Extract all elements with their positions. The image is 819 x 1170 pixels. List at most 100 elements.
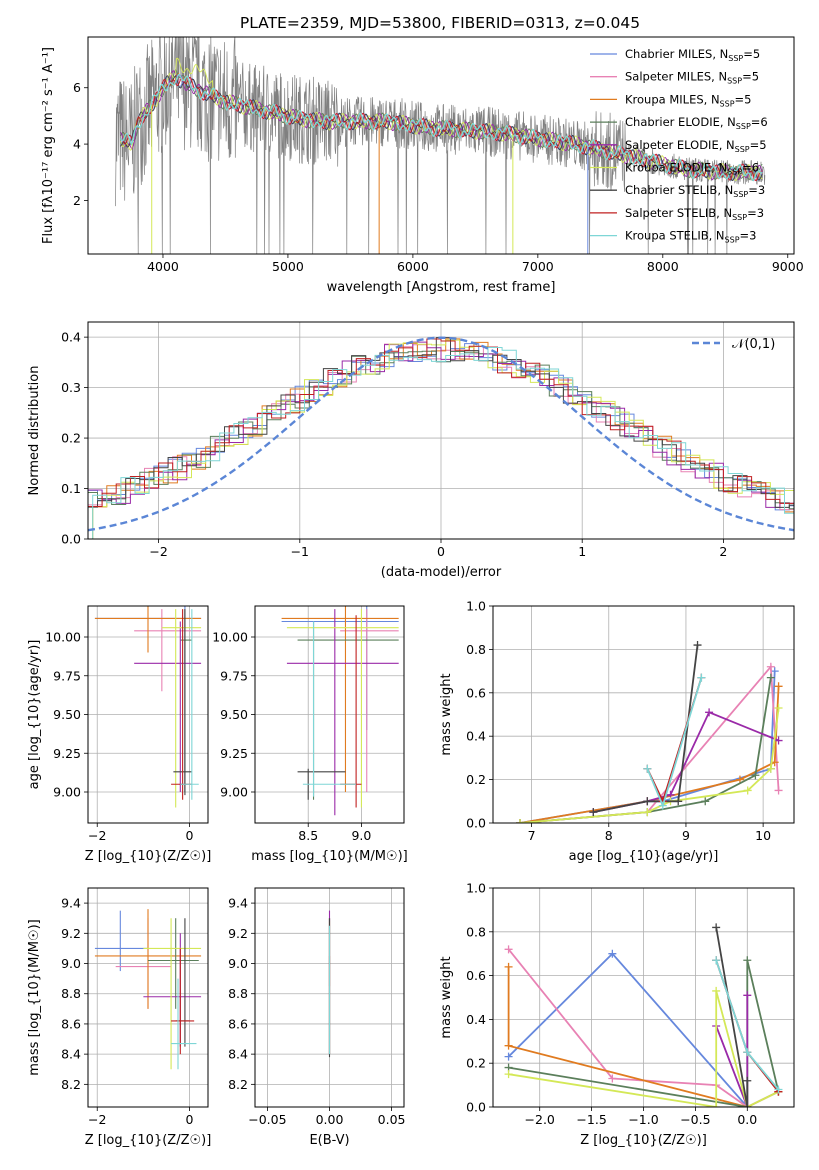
y-tick-label: 8.4 xyxy=(228,1047,248,1062)
legend-label: Salpeter ELODIE, NSSP=5 xyxy=(625,138,767,154)
y-tick-label: 0.4 xyxy=(61,330,81,345)
frame: 4000 5000 6000 7000 8000 9000 2 4 6 wavelength [A… xyxy=(41,36,804,295)
panel-age_vs_Z: −2 0 9.00 9.25 9.50 9.75 10.00 Z [log_{10}(Z/Z☉… xyxy=(27,605,212,864)
x-axis-label: Z [log_{10}(Z/Z☉)] xyxy=(85,849,212,864)
axes-frame xyxy=(87,605,209,824)
histogram-step xyxy=(92,339,794,539)
plot-area xyxy=(504,923,783,1107)
legend-subscript: SSP xyxy=(735,145,750,154)
y-tick-label: 0.4 xyxy=(466,729,486,744)
weight-marker xyxy=(643,808,652,817)
x-axis-label: age [log_{10}(age/yr)] xyxy=(569,849,719,864)
y-tick-label: 9.50 xyxy=(220,707,248,722)
legend-subscript: SSP xyxy=(732,213,747,222)
weight-marker xyxy=(712,923,721,932)
x-tick-label: −2 xyxy=(88,1112,106,1127)
legend-subscript: SSP xyxy=(727,77,742,86)
y-tick-label: 9.0 xyxy=(61,956,81,971)
histogram-step xyxy=(92,338,794,539)
legend-nssp: =5 xyxy=(750,138,767,152)
y-tick-label: 1.0 xyxy=(466,599,486,614)
weight-marker xyxy=(766,673,775,682)
frame: −2 0 8.2 8.4 8.6 8.8 9.0 9.2 9.4 Z [log_{10}(Z/Z☉… xyxy=(27,887,211,1148)
legend-label: 𝒩(0,1) xyxy=(732,337,775,352)
legend-model-name: Salpeter ELODIE, N xyxy=(625,138,735,152)
x-tick-label: 2 xyxy=(719,544,727,559)
axes-frame xyxy=(492,605,795,824)
x-axis-label: mass [log_{10}(M/M☉)] xyxy=(251,849,407,864)
y-tick-label: 9.4 xyxy=(228,896,248,911)
y-tick-label: 0.6 xyxy=(466,968,486,983)
x-tick-label: 6000 xyxy=(397,259,429,274)
weight-marker xyxy=(504,945,513,954)
y-tick-label: 9.0 xyxy=(228,956,248,971)
weight-marker xyxy=(712,986,721,995)
frame: 8.5 9.0 9.00 9.25 9.50 9.75 10.00 mass [log_{10… xyxy=(212,605,408,864)
weight-marker xyxy=(743,991,752,1000)
plot-area xyxy=(516,641,783,823)
axes-frame xyxy=(87,36,795,255)
weight-marker xyxy=(516,819,525,823)
legend-model-name: Kroupa ELODIE, N xyxy=(625,161,727,175)
plot-area xyxy=(115,37,766,254)
y-tick-label: 0.0 xyxy=(466,816,486,831)
axes-frame xyxy=(254,605,405,824)
spectrum-model-line xyxy=(120,57,763,182)
plot-area xyxy=(281,606,399,816)
frame: 7 8 9 10 0.0 0.2 0.4 0.6 0.8 1.0 age [log_{10}(age… xyxy=(439,599,795,864)
weight-marker xyxy=(766,662,775,671)
histogram-step xyxy=(88,337,794,508)
y-tick-label: 0.1 xyxy=(61,481,81,496)
frame: −2 0 9.00 9.25 9.50 9.75 10.00 Z [log_{10}(Z/Z☉… xyxy=(27,605,212,864)
weight-marker xyxy=(608,949,617,958)
x-tick-label: 0 xyxy=(437,544,445,559)
y-axis-label: mass [log_{10}(M/M☉)] xyxy=(27,919,42,1075)
x-tick-label: 0.05 xyxy=(378,1112,406,1127)
weight-line xyxy=(715,995,749,1107)
legend-subscript: SSP xyxy=(720,99,735,108)
y-tick-label: 9.2 xyxy=(61,926,81,941)
weight-line xyxy=(519,707,780,823)
histogram-step xyxy=(88,338,794,539)
weight-marker xyxy=(712,1103,721,1107)
plot-area xyxy=(94,606,202,808)
axes-frame xyxy=(87,321,795,540)
weight-marker xyxy=(743,1076,752,1085)
weight-marker xyxy=(701,797,710,806)
frame: −2.0 −1.5 −1.0 −0.5 0.0 0.0 0.2 0.4 0.6 0.8 1.0 Z [… xyxy=(439,881,795,1148)
legend-subscript: SSP xyxy=(727,168,742,177)
weight-marker xyxy=(504,1041,513,1050)
weight-line xyxy=(507,948,748,1107)
x-tick-label: 0.00 xyxy=(316,1112,344,1127)
weight-marker xyxy=(697,673,706,682)
y-tick-label: 0.8 xyxy=(466,642,486,657)
y-tick-label: 0.2 xyxy=(466,1056,486,1071)
x-tick-label: 7 xyxy=(528,828,536,843)
y-tick-label: 1.0 xyxy=(466,881,486,896)
y-axis-label: mass weight xyxy=(439,673,454,755)
weight-marker xyxy=(774,786,783,795)
grid xyxy=(88,888,208,1107)
plot-area xyxy=(88,336,794,539)
y-axis-label: age [log_{10}(age/yr)] xyxy=(27,640,42,790)
weight-marker xyxy=(751,771,760,780)
weight-marker xyxy=(504,1052,513,1061)
legend-nssp: =5 xyxy=(743,47,760,61)
y-tick-label: 9.25 xyxy=(53,746,81,761)
x-axis-label: wavelength [Angstrom, rest frame] xyxy=(327,280,556,295)
weight-marker xyxy=(589,808,598,817)
normal-curve xyxy=(88,336,794,532)
legend-label: Salpeter STELIB, NSSP=3 xyxy=(625,206,764,222)
legend-model-name: Kroupa MILES, N xyxy=(625,92,720,106)
y-tick-label: 0.0 xyxy=(466,1100,486,1115)
weight-marker xyxy=(643,764,652,773)
legend-nssp: =5 xyxy=(735,92,752,106)
x-tick-label: 9000 xyxy=(772,259,804,274)
x-tick-label: 10 xyxy=(755,828,771,843)
spectrum-model-line xyxy=(120,74,763,182)
panel-mass_vs_Z: −2 0 8.2 8.4 8.6 8.8 9.0 9.2 9.4 Z [log_{10}(Z/Z☉… xyxy=(27,887,211,1148)
y-axis-label: Normed distribution xyxy=(27,366,42,496)
legend-model-name: Chabrier MILES, N xyxy=(625,47,728,61)
grid xyxy=(88,606,208,823)
x-tick-label: −1.5 xyxy=(576,1112,606,1127)
